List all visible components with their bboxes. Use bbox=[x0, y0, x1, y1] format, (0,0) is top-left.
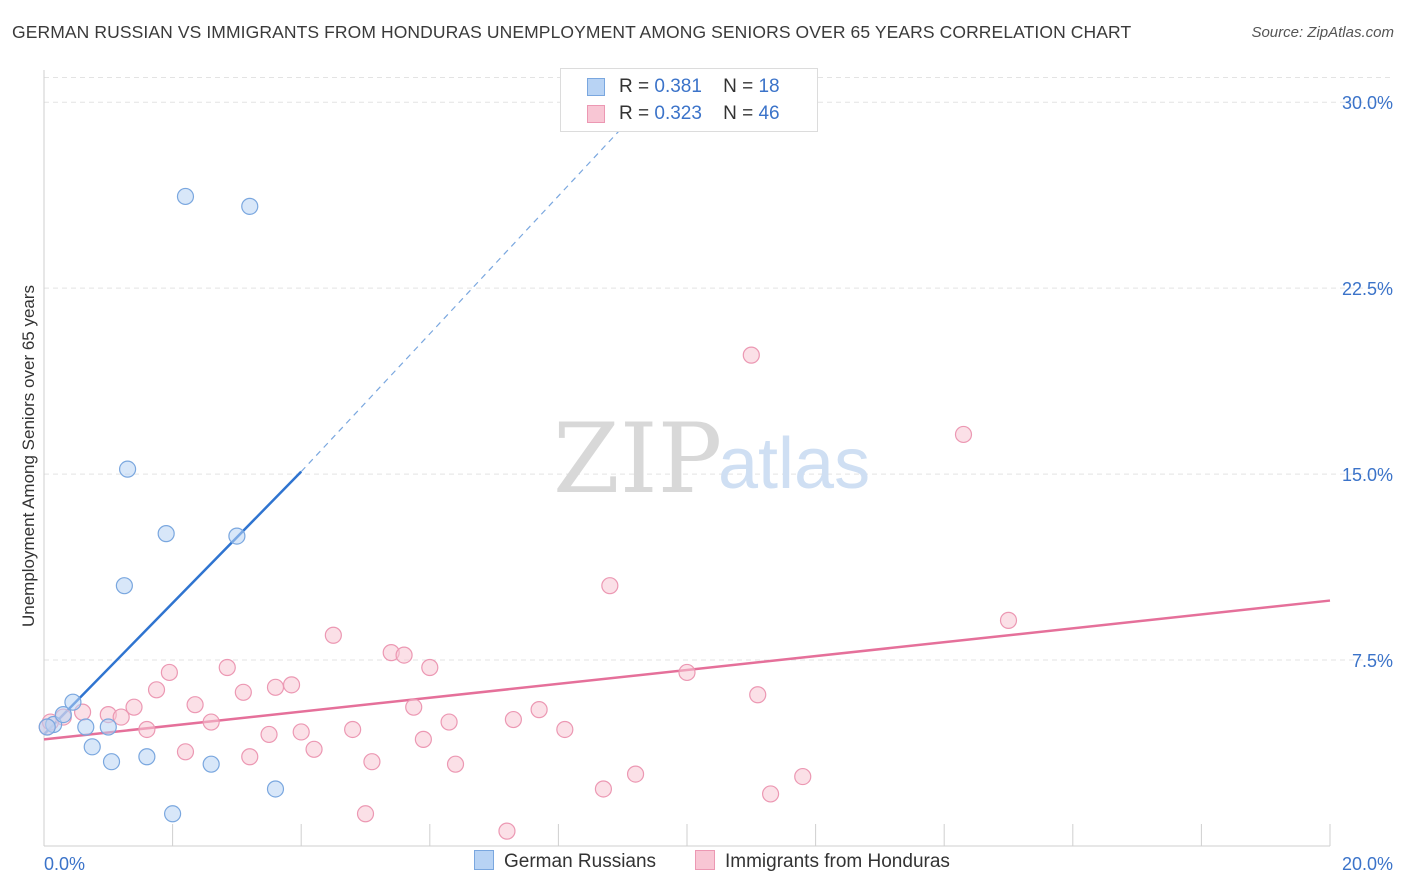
blue-data-point bbox=[266, 780, 285, 798]
correlation-legend: R = 0.381 N = 18 R = 0.323 N = 46 bbox=[560, 68, 818, 132]
german-russians-trend-extension bbox=[300, 126, 624, 473]
pink-data-point bbox=[594, 780, 613, 798]
legend-r-label: R = bbox=[619, 76, 650, 97]
pink-data-point bbox=[999, 611, 1018, 629]
pink-data-point bbox=[504, 710, 522, 729]
chart-title: GERMAN RUSSIAN VS IMMIGRANTS FROM HONDUR… bbox=[12, 22, 1132, 42]
blue-data-point bbox=[157, 525, 175, 543]
pink-data-point bbox=[678, 663, 696, 682]
legend-n-value: 18 bbox=[758, 76, 780, 97]
pink-data-point bbox=[440, 713, 458, 731]
legend-r-value: 0.323 bbox=[654, 103, 702, 124]
pink-data-point bbox=[324, 626, 342, 644]
watermark: ZIP atlas bbox=[553, 403, 870, 515]
pink-data-point bbox=[266, 678, 285, 696]
pink-data-point bbox=[405, 698, 423, 716]
x-tick-label: 20.0% bbox=[1342, 854, 1393, 874]
blue-data-point bbox=[102, 753, 121, 771]
pink-data-point bbox=[147, 681, 166, 699]
pink-data-point bbox=[395, 646, 413, 664]
pink-data-point bbox=[742, 346, 760, 364]
pink-data-point bbox=[626, 765, 645, 783]
pink-data-point bbox=[234, 683, 252, 701]
blue-data-point bbox=[176, 187, 195, 206]
pink-data-point bbox=[241, 748, 259, 766]
legend-r-value: 0.381 bbox=[654, 76, 702, 97]
pink-data-point bbox=[954, 425, 973, 444]
pink-data-point bbox=[176, 743, 195, 761]
y-tick-label: 15.0% bbox=[1342, 465, 1393, 485]
legend-n-label: N = bbox=[723, 76, 754, 97]
legend-swatch-pink bbox=[695, 850, 715, 870]
blue-data-point bbox=[77, 718, 95, 736]
y-tick-label: 7.5% bbox=[1352, 651, 1393, 671]
pink-data-point bbox=[186, 696, 204, 714]
pink-data-point bbox=[160, 663, 178, 682]
y-axis-label: Unemployment Among Seniors over 65 years bbox=[19, 285, 38, 627]
watermark-zip: ZIP bbox=[553, 403, 722, 515]
pink-data-point bbox=[749, 686, 767, 704]
legend-swatch-blue bbox=[587, 78, 605, 96]
pink-data-point bbox=[125, 698, 143, 716]
blue-data-point bbox=[64, 693, 82, 711]
source-label: Source: ZipAtlas.com bbox=[1251, 24, 1394, 41]
pink-data-point bbox=[292, 723, 310, 741]
legend-label: German Russians bbox=[504, 851, 657, 872]
pink-data-point bbox=[761, 785, 780, 803]
pink-data-point bbox=[794, 767, 812, 786]
pink-data-point bbox=[112, 708, 130, 726]
legend-n-label: N = bbox=[723, 103, 754, 124]
y-tick-label: 22.5% bbox=[1342, 279, 1393, 299]
pink-data-point bbox=[530, 701, 548, 719]
legend-label: Immigrants from Honduras bbox=[725, 851, 950, 872]
pink-data-point bbox=[446, 755, 465, 773]
legend-r-label: R = bbox=[619, 103, 650, 124]
blue-data-point bbox=[118, 460, 137, 478]
blue-data-point bbox=[83, 738, 101, 756]
blue-data-point bbox=[228, 527, 246, 545]
blue-data-point bbox=[115, 577, 133, 595]
pink-data-point bbox=[601, 577, 619, 595]
blue-data-point bbox=[54, 706, 72, 724]
blue-data-point bbox=[99, 718, 117, 736]
pink-data-point bbox=[421, 658, 439, 677]
y-tick-label: 30.0% bbox=[1342, 93, 1393, 113]
watermark-atlas: atlas bbox=[718, 424, 870, 504]
pink-data-point bbox=[498, 822, 516, 840]
pink-data-point bbox=[218, 658, 236, 677]
blue-data-point bbox=[138, 748, 156, 766]
series-legend: German Russians Immigrants from Honduras bbox=[0, 850, 1406, 878]
pink-data-point bbox=[363, 753, 381, 771]
legend-n-value: 46 bbox=[758, 103, 780, 124]
blue-data-point bbox=[164, 805, 182, 823]
grid bbox=[44, 76, 1392, 661]
tick-labels: 7.5% 15.0% 22.5% 30.0% 0.0% 20.0% bbox=[44, 93, 1393, 874]
pink-data-point bbox=[414, 730, 432, 748]
blue-data-point bbox=[202, 755, 220, 773]
x-tick-label: 0.0% bbox=[44, 854, 85, 874]
legend-item-honduras: Immigrants from Honduras bbox=[695, 850, 950, 873]
pink-data-point bbox=[202, 713, 220, 731]
pink-data-point bbox=[138, 720, 156, 739]
blue-data-point bbox=[38, 718, 56, 736]
legend-item-german-russians: German Russians bbox=[474, 850, 656, 873]
pink-data-point bbox=[305, 740, 323, 758]
german-russians-trend-line bbox=[43, 470, 303, 736]
pink-data-point bbox=[356, 805, 375, 823]
pink-data-point bbox=[260, 725, 278, 744]
data-points bbox=[38, 187, 1018, 840]
pink-data-point bbox=[344, 720, 362, 739]
legend-swatch-pink bbox=[587, 105, 605, 123]
pink-data-point bbox=[282, 676, 301, 694]
pink-data-point bbox=[556, 720, 574, 739]
blue-data-point bbox=[241, 197, 259, 215]
legend-swatch-blue bbox=[474, 850, 494, 870]
